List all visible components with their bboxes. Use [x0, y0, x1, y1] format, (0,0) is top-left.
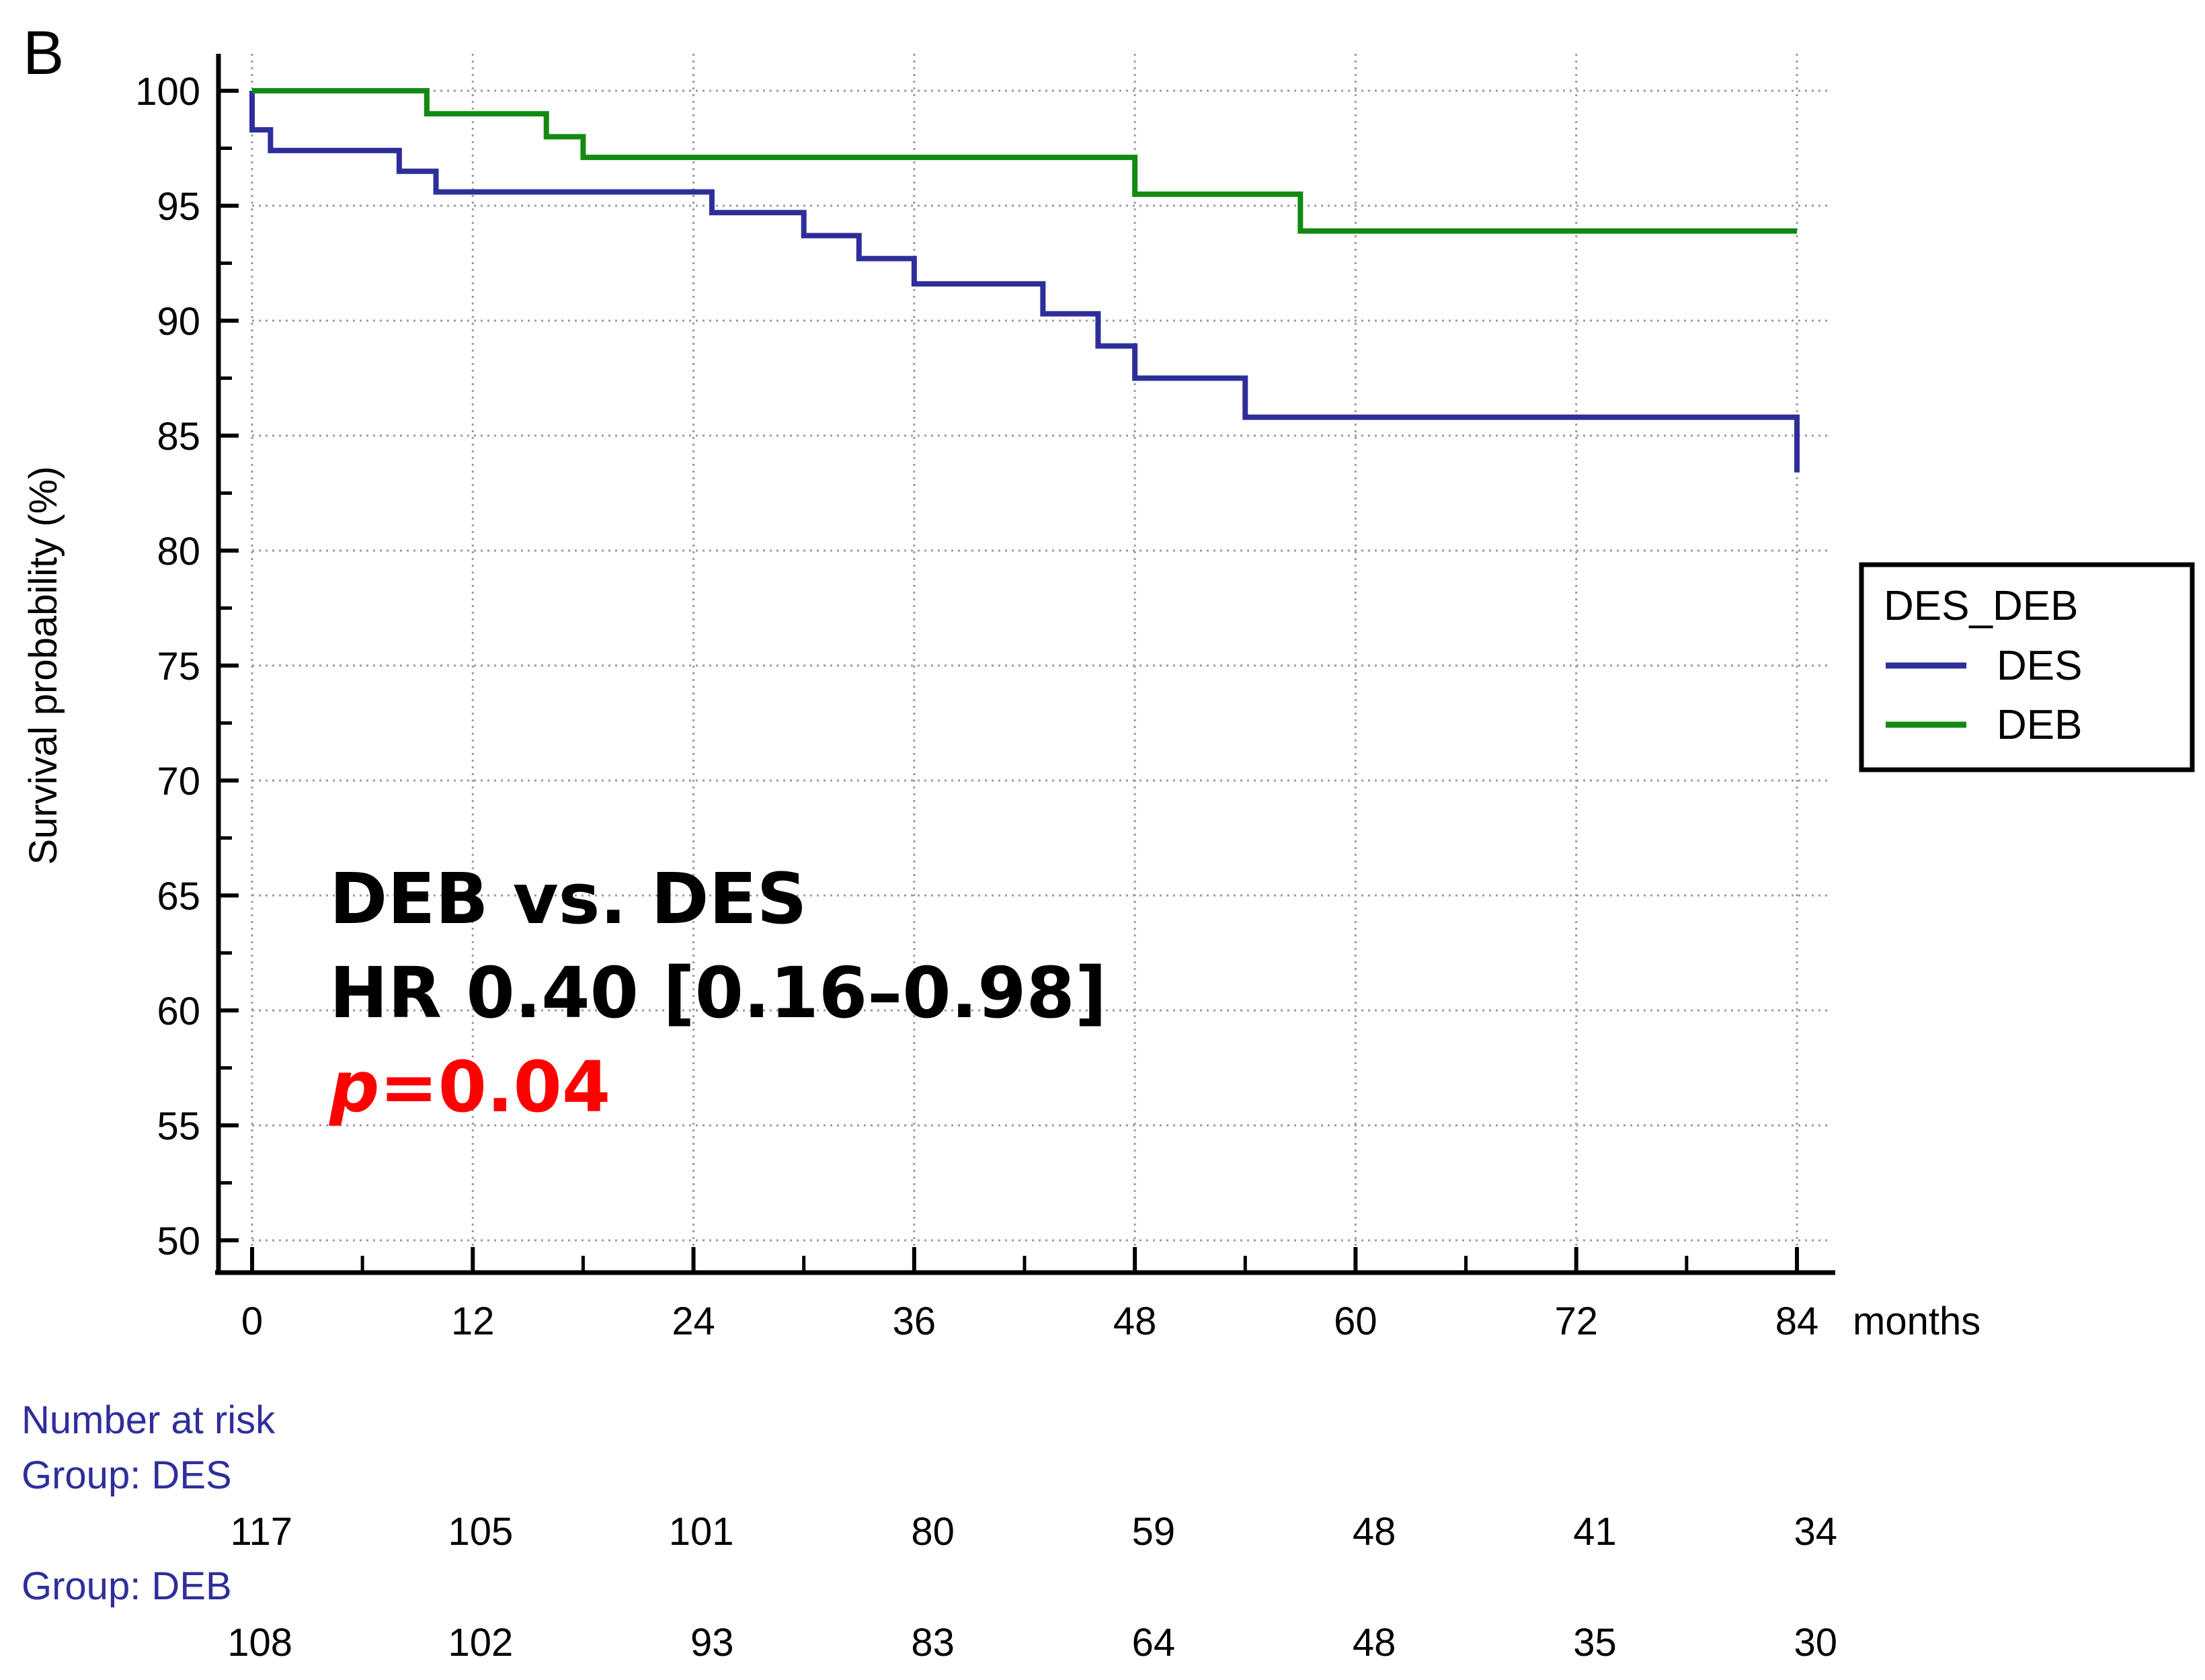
x-tick-label: 12 — [451, 1299, 495, 1343]
y-tick-label: 75 — [157, 645, 200, 688]
risk-count: 80 — [911, 1510, 955, 1554]
risk-count: 30 — [1794, 1621, 1837, 1665]
x-tick-label: 84 — [1775, 1299, 1819, 1343]
risk-count: 41 — [1573, 1510, 1617, 1554]
risk-count: 64 — [1132, 1621, 1176, 1665]
risk-count: 93 — [690, 1621, 734, 1665]
y-tick-label: 95 — [157, 185, 200, 229]
p-value: =0.04 — [379, 1046, 610, 1128]
x-ticks: 0 12 24 36 48 60 72 84 — [241, 1247, 1818, 1343]
risk-table: Number at risk Group: DES 117 105 101 80 59 4… — [22, 1398, 1837, 1665]
p-value-annotation: p=0.04 — [328, 1046, 610, 1128]
risk-count: 83 — [911, 1621, 955, 1665]
risk-count: 108 — [227, 1621, 292, 1665]
survival-curves — [249, 88, 1800, 473]
y-axis-label: Survival probability (%) — [22, 466, 65, 865]
legend: DES_DEB DES DEB — [1859, 562, 2195, 772]
curve-des — [249, 91, 1800, 473]
y-tick-label: 50 — [157, 1219, 200, 1263]
y-tick-label: 55 — [157, 1105, 200, 1148]
risk-group-des-label: Group: DES — [22, 1453, 232, 1497]
y-tick-label: 90 — [157, 300, 200, 344]
risk-count: 48 — [1353, 1510, 1396, 1554]
y-tick-label: 100 — [135, 70, 200, 114]
x-tick-label: 60 — [1334, 1299, 1377, 1343]
x-tick-label: 36 — [893, 1299, 936, 1343]
y-tick-label: 65 — [157, 875, 200, 918]
y-tick-label: 70 — [157, 760, 200, 803]
hr-annotation: HR 0.40 [0.16–0.98] — [329, 952, 1107, 1034]
risk-count: 105 — [448, 1510, 514, 1554]
risk-row-des: 117 105 101 80 59 48 41 34 — [231, 1510, 1837, 1554]
risk-count: 101 — [669, 1510, 734, 1554]
grid — [251, 54, 1829, 1267]
comparison-annotation: DEB vs. DES — [329, 858, 807, 940]
x-tick-label: 48 — [1113, 1299, 1157, 1343]
x-tick-label: 0 — [241, 1299, 263, 1343]
y-ticks: 50 55 60 65 70 75 80 85 90 95 100 — [135, 70, 239, 1263]
p-symbol: p — [328, 1046, 379, 1128]
y-tick-label: 85 — [157, 415, 200, 458]
risk-count: 48 — [1353, 1621, 1396, 1665]
risk-count: 35 — [1573, 1621, 1617, 1665]
legend-label-des: DES — [1997, 643, 2082, 689]
risk-count: 117 — [231, 1510, 292, 1554]
risk-count: 102 — [448, 1621, 514, 1665]
curve-deb — [252, 88, 1797, 234]
risk-table-title: Number at risk — [22, 1398, 276, 1442]
risk-row-deb: 108 102 93 83 64 48 35 30 — [227, 1621, 1837, 1665]
y-tick-label: 80 — [157, 530, 200, 573]
risk-count: 34 — [1794, 1510, 1837, 1554]
x-axis-label: months — [1853, 1299, 1980, 1343]
legend-label-deb: DEB — [1997, 702, 2082, 748]
risk-group-deb-label: Group: DEB — [22, 1564, 232, 1608]
panel-label: B — [23, 19, 64, 87]
y-tick-label: 60 — [157, 990, 200, 1033]
legend-title: DES_DEB — [1884, 583, 2078, 629]
x-tick-label: 24 — [672, 1299, 715, 1343]
risk-count: 59 — [1132, 1510, 1176, 1554]
x-tick-label: 72 — [1554, 1299, 1598, 1343]
